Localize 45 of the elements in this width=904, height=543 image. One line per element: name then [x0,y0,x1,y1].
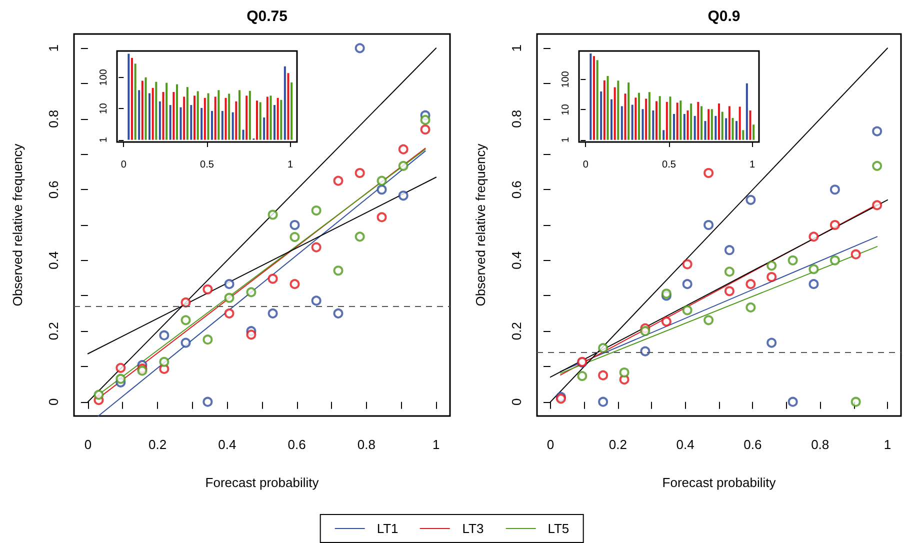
x-tick-label: 0 [84,437,92,452]
y-tick-label: 0 [46,398,61,406]
y-tick-label: 10 [98,102,110,114]
x-axis-title: Forecast probability [205,475,320,490]
chart-title: Q0.75 [246,8,288,25]
y-tick-label: 0.8 [509,110,524,128]
x-tick-label: 0 [120,160,127,170]
x-tick-label: 0 [546,437,554,452]
legend-label: LT1 [376,521,398,536]
legend-label: LT5 [548,521,570,536]
x-tick-label: 0.4 [218,437,236,452]
x-tick-label: 1 [288,160,294,170]
y-axis-title: Observed relative frequency [10,143,25,306]
y-tick-label: 100 [560,70,572,88]
x-tick-label: 0.6 [744,437,762,452]
x-tick-label: 0.6 [288,437,306,452]
x-tick-label: 1 [432,437,440,452]
y-tick-label: 0.2 [46,322,61,340]
y-tick-label: 0 [509,398,524,406]
x-tick-label: 0.4 [676,437,694,452]
y-tick-label: 0.4 [46,251,61,270]
x-tick-label: 0.5 [662,160,676,170]
x-tick-label: 1 [750,160,756,170]
y-axis-title: Observed relative frequency [473,143,488,306]
x-tick-label: 0.2 [148,437,167,452]
y-tick-label: 0.6 [46,180,61,199]
y-tick-label: 0.8 [46,110,61,128]
y-tick-label: 100 [98,68,110,86]
y-tick-label: 0.6 [509,180,524,199]
y-tick-label: 0.2 [509,322,524,340]
x-tick-label: 0.8 [357,437,376,452]
y-tick-label: 1 [46,44,61,52]
y-tick-label: 1 [509,44,524,52]
x-axis-title: Forecast probability [662,475,776,490]
x-tick-label: 0.8 [811,437,830,452]
legend-label: LT3 [462,521,484,536]
y-tick-label: 10 [560,104,572,116]
y-tick-label: 0.4 [509,251,524,270]
x-tick-label: 0 [582,160,589,170]
y-tick-label: 1 [560,136,572,143]
x-tick-label: 0.2 [608,437,627,452]
x-tick-label: 0.5 [200,160,214,170]
x-tick-label: 1 [884,437,892,452]
y-tick-label: 1 [98,136,110,143]
chart-title: Q0.9 [708,8,740,25]
